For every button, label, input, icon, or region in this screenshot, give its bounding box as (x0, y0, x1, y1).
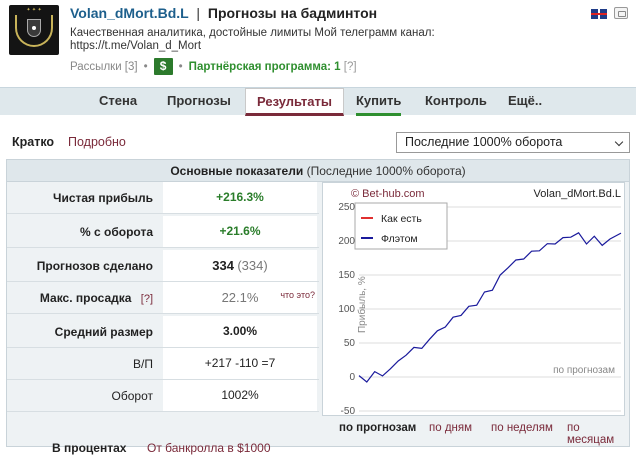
tab-buy[interactable]: Купить (356, 88, 402, 116)
stat-value: 334 (212, 258, 234, 273)
y-tick-label: 0 (349, 372, 355, 383)
stat-row: Оборот 1002% (7, 380, 319, 412)
panel-title: Основные показатели (170, 164, 304, 178)
stat-value: 3.00% (163, 316, 317, 347)
stat-row: В/П +217 -110 =7 (7, 348, 319, 380)
view-detailed[interactable]: Подробно (68, 135, 126, 149)
chart-tab-by-forecasts[interactable]: по прогнозам (339, 422, 417, 434)
chart-tab-by-days[interactable]: по дням (429, 422, 473, 434)
description: Качественная аналитика, достойные лимиты… (70, 27, 435, 52)
y-tick-label: 200 (338, 236, 355, 247)
tab-forecasts[interactable]: Прогнозы (167, 93, 231, 108)
stat-label: В/П (133, 357, 153, 371)
bullet: • (143, 60, 148, 73)
what-is-this-link[interactable]: что это? (280, 290, 315, 300)
stat-value: 1002% (163, 380, 317, 411)
drawdown-help[interactable]: [?] (140, 293, 153, 305)
profit-chart-svg: © Bet-hub.com Volan_dMort.Bd.L 250 200 150… (338, 188, 622, 417)
series-line-flat (358, 232, 622, 383)
stat-label: Прогнозов сделано (36, 259, 153, 273)
y-tick-label: 250 (338, 202, 355, 213)
title-separator: | (196, 5, 201, 21)
tab-results[interactable]: Результаты (245, 88, 344, 116)
period-select[interactable]: Последние 1000% оборота (396, 132, 630, 153)
chart-ylabel: Прибыль, % (356, 276, 368, 333)
crest-icon (27, 19, 41, 37)
tab-more[interactable]: Ещё.. (508, 93, 543, 108)
view-switch: Кратко Подробно (0, 130, 636, 154)
chart-xlabel: по прогнозам (553, 365, 615, 376)
stat-label: % с оборота (80, 225, 153, 239)
subscription-row: Рассылки [3] • $ • Партнёрская программа… (70, 58, 357, 75)
y-tick-label: -50 (341, 406, 356, 417)
stat-row: Прогнозов сделано 334 (334) (7, 250, 319, 282)
tipster-name-link[interactable]: Volan_dMort.Bd.L (70, 5, 189, 21)
partner-label: Партнёрская программа: (188, 60, 331, 73)
stat-value: 22.1% (163, 282, 317, 313)
chart-scale-tabs: по прогнозам по дням по неделям по месяц… (327, 422, 627, 446)
panel-header: Основные показатели (Последние 1000% обо… (7, 160, 629, 182)
stat-row: Средний размер 3.00% (7, 316, 319, 348)
chart-legend: Как есть Флэтом (354, 202, 448, 250)
laurel-icon (15, 15, 53, 47)
stat-value-cell: 334 (334) (163, 250, 317, 281)
bankroll-link[interactable]: От банкролла в $1000 (147, 441, 271, 455)
stat-row: % с оборота +21.6% (7, 216, 319, 248)
stat-value: +217 -110 =7 (163, 348, 317, 379)
logo-text-decoration: ✦ ✦ ✦ (26, 7, 42, 13)
legend-flat: Флэтом (381, 233, 418, 245)
stat-label: Чистая прибыль (53, 191, 153, 205)
stat-label: Оборот (111, 389, 153, 403)
title-subtitle: Прогнозы на бадминтон (207, 5, 378, 21)
profit-chart: © Bet-hub.com Volan_dMort.Bd.L 250 200 150… (322, 182, 625, 417)
chart-source: © Bet-hub.com (351, 188, 425, 200)
stat-label: Средний размер (54, 325, 153, 339)
view-brief[interactable]: Кратко (12, 135, 55, 149)
header: ✦ ✦ ✦ Volan_dMort.Bd.L | Прогнозы на бад… (0, 0, 636, 84)
stat-label: Макс. просадка (39, 291, 132, 305)
chart-name: Volan_dMort.Bd.L (534, 188, 621, 200)
percent-footer: В процентах От банкролла в $1000 (7, 437, 319, 459)
partner-help[interactable]: [?] (343, 60, 357, 73)
stat-row: Макс. просадка [?] 22.1% что это? (7, 282, 319, 314)
dollar-button[interactable]: $ (153, 58, 173, 75)
stat-value: +216.3% (163, 182, 317, 213)
y-tick-label: 150 (338, 270, 355, 281)
tab-control[interactable]: Контроль (425, 93, 487, 108)
mailings-link[interactable]: Рассылки [3] (70, 60, 138, 73)
chart-tab-by-months[interactable]: по месяцам (567, 422, 615, 446)
mail-icon[interactable] (614, 7, 628, 19)
y-tick-label: 50 (344, 338, 356, 349)
partner-program[interactable]: Партнёрская программа: 1 [?] (189, 61, 357, 73)
uk-flag-icon[interactable] (591, 9, 607, 19)
panel-title-note: (Последние 1000% оборота) (306, 164, 466, 178)
bullet: • (178, 60, 183, 73)
chart-tab-by-weeks[interactable]: по неделям (491, 422, 553, 434)
tab-wall[interactable]: Стена (99, 93, 138, 108)
main-nav: Стена Прогнозы Результаты Купить Контрол… (0, 87, 636, 116)
percent-label: В процентах (52, 441, 127, 455)
legend-as-is: Как есть (381, 213, 422, 225)
partner-value: 1 (334, 60, 341, 73)
tipster-logo[interactable]: ✦ ✦ ✦ (9, 5, 59, 55)
stat-label-cell: Макс. просадка [?] (7, 282, 161, 315)
stat-value: +21.6% (163, 216, 317, 247)
stat-row: Чистая прибыль +216.3% (7, 182, 319, 214)
y-tick-label: 100 (338, 304, 355, 315)
stats-panel: Основные показатели (Последние 1000% обо… (6, 159, 630, 455)
stat-extra: (334) (237, 258, 268, 273)
page-title: Volan_dMort.Bd.L | Прогнозы на бадминтон (70, 5, 377, 21)
